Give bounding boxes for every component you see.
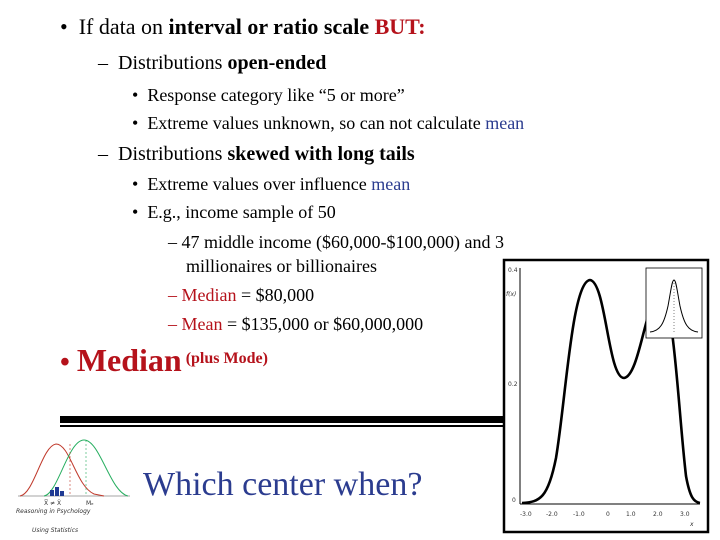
bullet-dot: • <box>60 14 79 39</box>
bullet-income-sample: • E.g., income sample of 50 <box>132 202 336 222</box>
x-tick-2: 2.0 <box>653 511 663 518</box>
inset-frame <box>645 267 703 339</box>
x-axis-label: x <box>689 521 694 528</box>
x-tick-neg2: -2.0 <box>546 511 558 518</box>
thumbnail-caption-2: Using Statistics <box>32 527 78 534</box>
x-tick-3: 3.0 <box>680 511 690 518</box>
bottom-title: Which center when? <box>143 466 423 503</box>
bullet-mean-value: – Mean = $135,000 or $60,000,000 <box>168 314 424 334</box>
bullet-extreme-unknown: • Extreme values unknown, so can not cal… <box>132 113 525 133</box>
bullet-median: • Median (plus Mode) <box>60 342 268 378</box>
bullet-response-category: • Response category like “5 or more” <box>132 85 405 105</box>
divider-bar <box>60 416 515 423</box>
bullet-extreme-influence: • Extreme values over influence mean <box>132 174 411 194</box>
thumbnail-red-curve <box>19 443 105 497</box>
bullet-open-ended: – Distributions open-ended <box>98 52 327 74</box>
thumbnail-bar-3 <box>60 491 64 496</box>
bullet-middle-income: – 47 middle income ($60,000-$100,000) an… <box>168 232 504 252</box>
divider-line <box>60 425 515 427</box>
x-tick-neg3: -3.0 <box>520 511 532 518</box>
bullet-millionaires: millionaires or billionaires <box>186 256 377 276</box>
x-tick-1: 1.0 <box>626 511 636 518</box>
x-tick-0: 0 <box>606 511 610 518</box>
y-tick-0.2: 0.2 <box>508 381 518 388</box>
thumbnail-label-b: Mₑ <box>86 500 94 507</box>
thumbnail-label-a: X̅ ≠ X̃ <box>44 500 61 507</box>
bimodal-curve <box>521 278 701 505</box>
bullet-skewed: – Distributions skewed with long tails <box>98 143 415 165</box>
thumbnail-caption-1: Reasoning in Psychology <box>16 508 91 515</box>
thumbnail-green-curve <box>43 439 129 497</box>
bullet-interval-ratio: • If data on interval or ratio scale BUT… <box>60 14 426 39</box>
y-tick-0: 0 <box>512 497 516 504</box>
thumbnail-bar-1 <box>50 490 54 496</box>
y-axis-label: f(x) <box>506 291 516 298</box>
bullet-median-value: – Median = $80,000 <box>168 285 315 305</box>
thumbnail-distributions-logo: X̅ ≠ X̃ Mₑ Reasoning in Psychology Using… <box>16 439 130 534</box>
bimodal-distribution-figure: 0.4 0.2 0 f(x) -3.0 -2.0 -1.0 0 1.0 2.0 … <box>502 258 710 534</box>
y-tick-0.4: 0.4 <box>508 267 518 274</box>
x-tick-neg1: -1.0 <box>573 511 585 518</box>
thumbnail-bar-2 <box>55 487 59 496</box>
